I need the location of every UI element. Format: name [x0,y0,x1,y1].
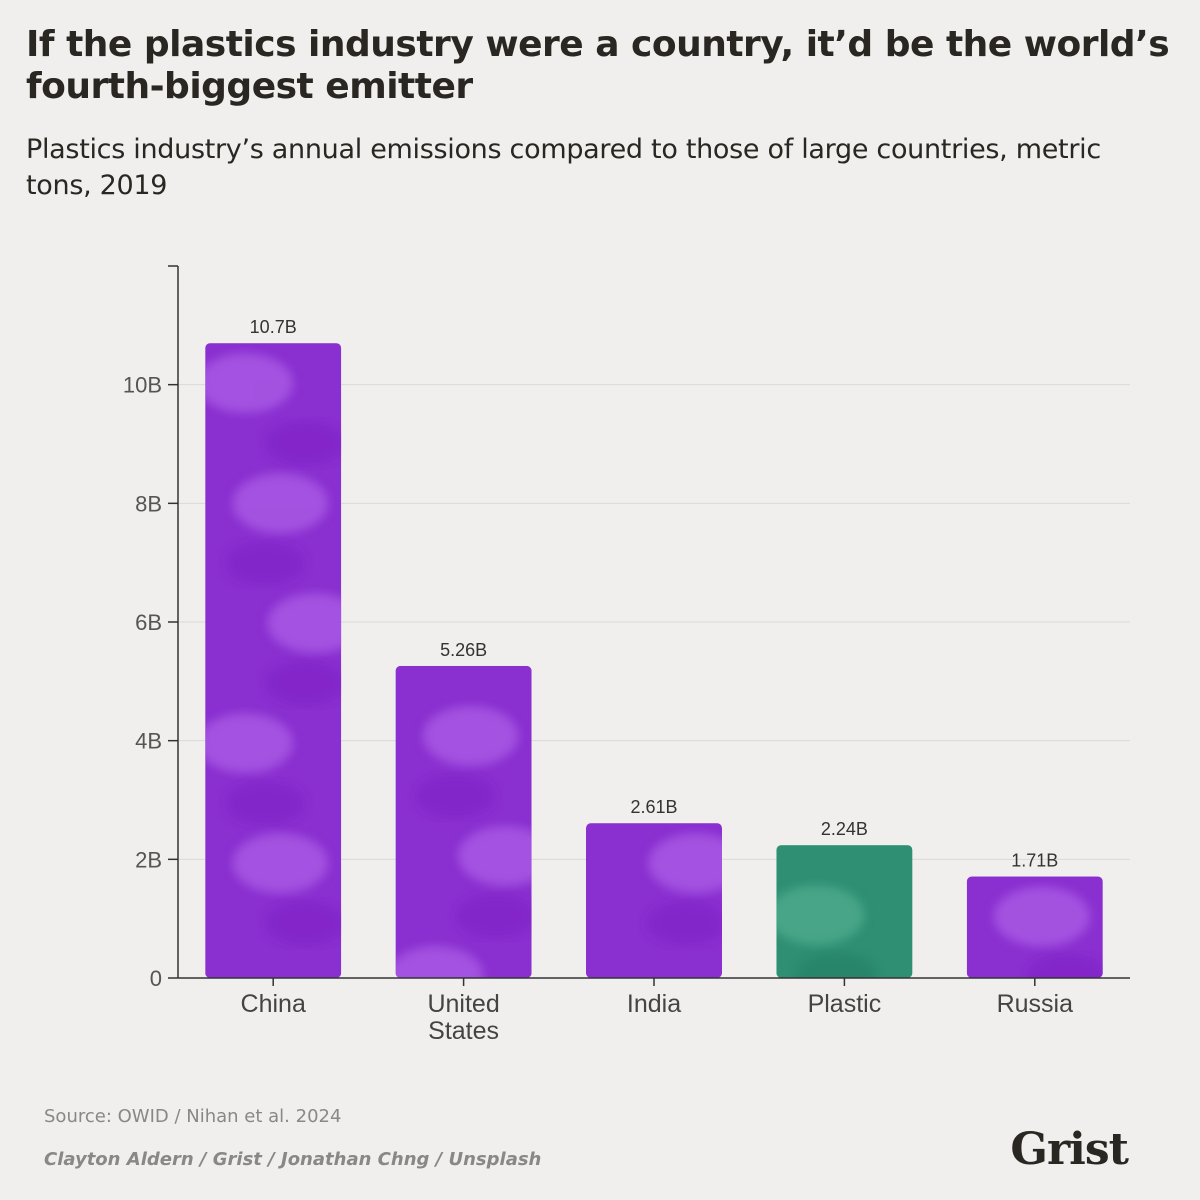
y-tick-label: 2B [135,847,162,872]
bar-texture [232,473,329,534]
bar-texture [648,833,722,894]
bar-value-label: 2.61B [630,797,677,817]
bar-texture [457,825,532,886]
grist-logo: Grist [1010,1124,1129,1175]
y-tick-label: 6B [135,610,162,635]
bar-value-label: 5.26B [440,640,487,660]
bar-texture [225,541,306,586]
bar-texture [267,593,342,654]
bar-texture [395,945,484,978]
x-category-label: Russia [997,990,1074,1018]
bar-texture [265,421,342,466]
source-note: Source: OWID / Nihan et al. 2024 [44,1106,342,1127]
bar-texture [422,705,519,766]
y-tick-label: 8B [135,491,162,516]
bar-texture [1026,954,1103,978]
bar-texture [265,661,342,706]
chart-subtitle: Plastics industry’s annual emissions com… [26,134,1101,201]
y-tick-label: 10B [123,373,162,398]
bar [776,845,913,978]
y-tick-label: 4B [135,729,162,754]
bar-value-label: 1.71B [1011,851,1058,871]
credit-line: Clayton Aldern / Grist / Jonathan Chng /… [44,1149,542,1170]
x-category-label: India [627,990,681,1018]
bar [395,665,532,978]
bar-texture [776,885,865,946]
bar-value-label: 10.7B [250,317,297,337]
bar-texture [796,953,877,978]
bar-texture [232,833,329,894]
y-tick-label: 0 [150,966,162,991]
bar [205,343,342,978]
bar-texture [646,901,722,946]
x-category-label: United States [427,990,499,1045]
bar-texture [205,713,294,774]
bar-value-label: 2.24B [821,819,868,839]
bar-texture [993,886,1090,947]
bar-texture [265,901,342,946]
bar-chart: 0 2B 4B 6B 8B 10B 10.7B China 5.26B United States… [123,265,1130,1045]
bar-texture [205,353,294,414]
bar [586,823,722,978]
bar-texture [455,893,532,938]
x-category-label: Plastic [808,990,882,1018]
bar [966,876,1103,978]
x-category-label: China [241,990,306,1018]
bar-texture [415,773,496,818]
chart-title: If the plastics industry were a country,… [26,24,1170,107]
bar-texture [225,781,306,826]
